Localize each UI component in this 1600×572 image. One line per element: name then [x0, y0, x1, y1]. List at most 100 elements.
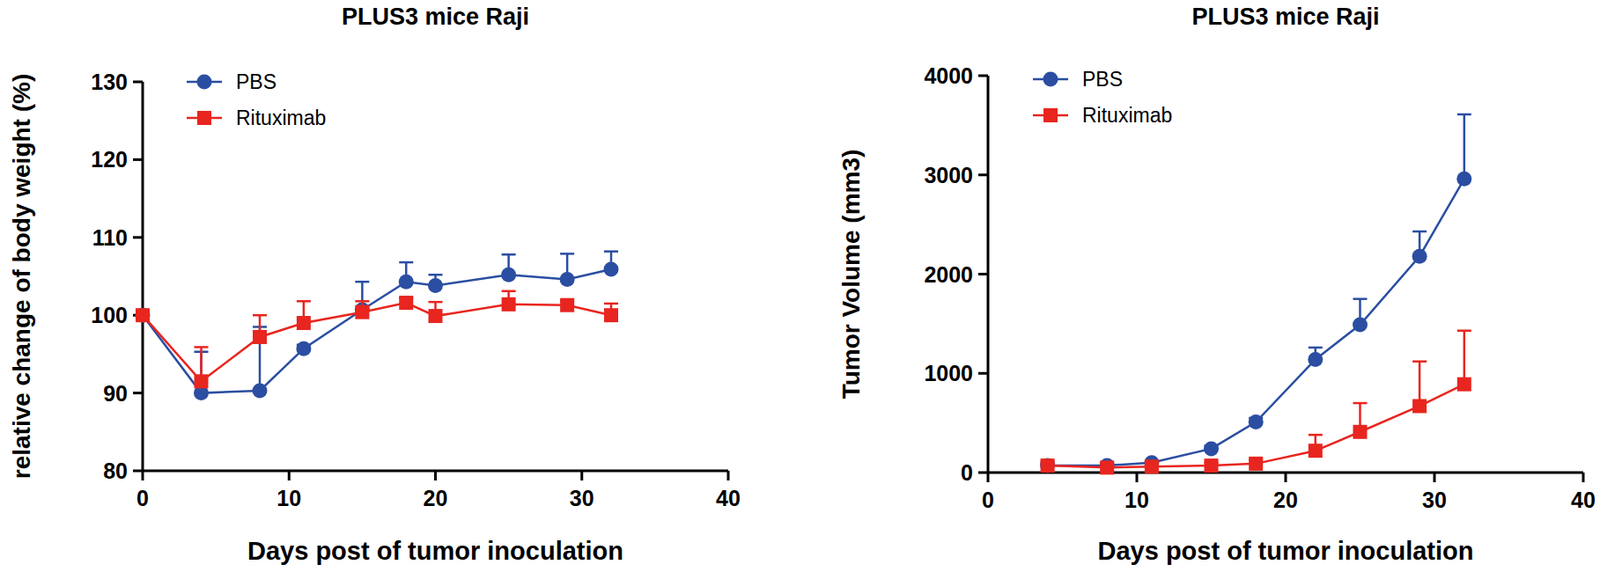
data-point — [1353, 425, 1368, 440]
x-tick-label: 10 — [276, 486, 302, 511]
y-tick — [132, 470, 143, 473]
data-point — [135, 308, 150, 323]
y-tick — [978, 173, 989, 177]
chart: PLUS3 mice RajiDays post of tumor inocul… — [7, 3, 741, 566]
y-tick — [978, 471, 989, 475]
error-bar-cap — [501, 290, 517, 294]
legend-marker — [197, 110, 212, 126]
x-tick-label: 0 — [136, 486, 149, 511]
error-bar-cap — [1457, 330, 1472, 333]
x-tick — [1284, 472, 1288, 483]
legend-marker — [1043, 72, 1059, 88]
y-tick-label: 2000 — [923, 262, 974, 288]
error-bar-cap — [604, 250, 619, 253]
x-tick-label: 10 — [1124, 487, 1150, 513]
error-bar-cap — [1353, 297, 1368, 301]
data-point — [1040, 458, 1055, 473]
y-tick-label: 110 — [92, 225, 128, 251]
data-point — [1144, 459, 1159, 474]
error-bar-cap — [560, 252, 575, 256]
figure: PLUS3 mice Raji Days post of tumor inocul… — [0, 0, 1600, 572]
series-line — [142, 302, 612, 382]
data-point — [194, 374, 209, 389]
legend: PBSRituximab — [1032, 67, 1173, 127]
legend-marker — [1043, 108, 1058, 123]
data-point — [427, 278, 443, 294]
data-point — [295, 341, 311, 357]
x-tick — [987, 472, 990, 483]
data-point — [1099, 460, 1114, 475]
series — [135, 291, 619, 390]
x-tick — [434, 471, 437, 481]
y-tick — [978, 372, 989, 376]
y-tick-label: 100 — [90, 302, 128, 328]
data-point — [604, 262, 620, 278]
data-point — [1307, 352, 1323, 368]
x-tick — [1135, 472, 1139, 483]
data-point — [1352, 317, 1368, 333]
y-tick-label: 3000 — [923, 162, 974, 188]
error-bar-cap — [1412, 360, 1427, 363]
x-tick-label: 20 — [423, 486, 449, 511]
y-tick — [978, 272, 989, 276]
data-point — [428, 309, 443, 324]
data-point — [1248, 414, 1264, 430]
x-tick — [727, 471, 730, 481]
data-point — [501, 267, 517, 283]
x-axis-label: Days post of tumor inoculation — [1098, 537, 1475, 566]
x-tick-label: 20 — [1273, 487, 1298, 513]
series — [135, 251, 620, 401]
error-bar-cap — [194, 346, 209, 349]
data-point — [354, 305, 369, 320]
error-bar-cap — [1308, 434, 1323, 437]
chart-title: PLUS3 mice Raji — [1191, 3, 1379, 30]
y-tick — [132, 235, 143, 239]
legend-label: PBS — [235, 70, 277, 94]
x-tick-label: 0 — [981, 487, 995, 513]
data-point — [604, 308, 619, 323]
y-tick-label: 80 — [103, 458, 128, 484]
legend-label: Rituximab — [1082, 103, 1173, 127]
data-point — [560, 298, 575, 313]
x-tick — [141, 471, 145, 481]
legend-label: Rituximab — [235, 106, 326, 130]
error-bar-cap — [354, 300, 369, 303]
error-bar-stem — [1463, 331, 1467, 385]
plot-area — [135, 251, 620, 401]
error-bar-cap — [1308, 346, 1323, 350]
data-point — [1412, 249, 1428, 265]
error-bar-cap — [604, 302, 619, 306]
series-line — [142, 269, 612, 394]
y-axis-label: Tumor Volume (mm3) — [837, 149, 865, 400]
legend-marker — [197, 74, 213, 90]
error-bar-cap — [1353, 402, 1368, 406]
data-point — [1412, 398, 1427, 413]
data-point — [1456, 171, 1472, 187]
data-point — [1039, 458, 1055, 474]
data-point — [1204, 458, 1219, 473]
y-tick — [132, 81, 143, 84]
error-bar-stem — [1463, 114, 1467, 179]
y-tick-label: 1000 — [923, 361, 974, 386]
x-tick — [1433, 472, 1437, 483]
error-bar-cap — [428, 301, 443, 304]
error-bar-cap — [1412, 230, 1427, 234]
error-bar-cap — [428, 273, 443, 277]
x-tick-label: 40 — [715, 486, 741, 511]
data-point — [1248, 457, 1263, 472]
x-tick — [1582, 472, 1586, 483]
y-tick-label: 130 — [90, 69, 128, 95]
error-bar — [1457, 114, 1472, 179]
y-axis-label: relative change of body weight (%) — [7, 73, 36, 480]
y-tick — [978, 74, 989, 78]
data-point — [560, 272, 576, 288]
plot-area — [1039, 114, 1472, 475]
error-bar — [1457, 331, 1472, 385]
series — [1040, 331, 1472, 476]
x-tick — [580, 471, 583, 481]
chart-title: PLUS3 mice Raji — [341, 3, 530, 30]
x-tick-label: 40 — [1570, 487, 1596, 513]
data-point — [1203, 441, 1219, 457]
chart: PLUS3 mice Raji Days post of tumor inocul… — [837, 3, 1596, 566]
y-tick-label: 0 — [960, 460, 974, 486]
